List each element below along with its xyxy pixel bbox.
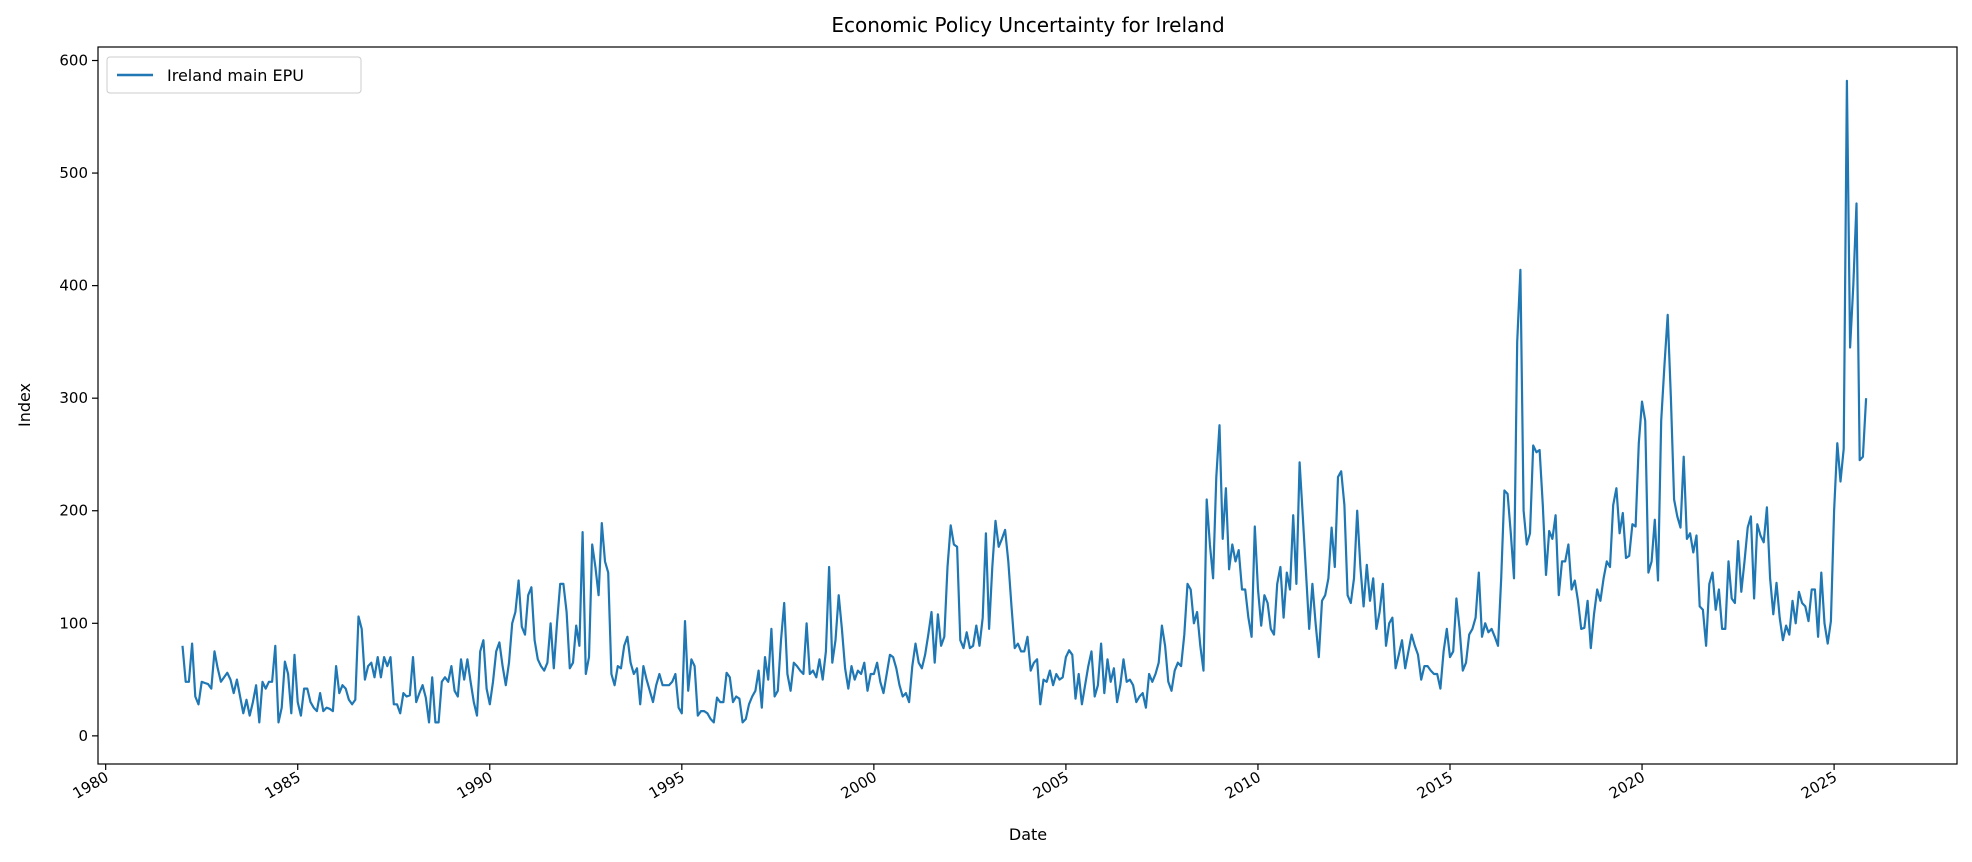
y-tick-label: 500 <box>59 164 88 182</box>
x-tick-label: 2000 <box>838 768 880 803</box>
x-tick-label: 2015 <box>1414 768 1456 803</box>
x-tick-label: 1990 <box>454 768 496 803</box>
x-tick-label: 2010 <box>1222 768 1264 803</box>
y-tick-label: 600 <box>59 52 88 70</box>
x-tick-label: 2005 <box>1030 768 1072 803</box>
x-tick-label: 2020 <box>1606 768 1648 803</box>
x-tick-label: 1980 <box>70 768 112 803</box>
x-axis-label: Date <box>1009 825 1047 844</box>
legend-box <box>106 56 362 94</box>
y-tick-label: 400 <box>59 277 88 295</box>
y-tick-label: 300 <box>59 389 88 407</box>
series-line-ireland-main-epu <box>181 79 1868 724</box>
legend-label: Ireland main EPU <box>167 66 304 85</box>
y-tick-label: 100 <box>59 614 88 632</box>
y-tick-label: 200 <box>59 502 88 520</box>
x-tick-label: 2025 <box>1798 768 1840 803</box>
y-axis: 0 100 200 300 400 500 600 <box>59 52 98 745</box>
x-axis: 1980 1985 1990 1995 2000 2005 2010 2015 2020 2025 <box>70 764 1840 803</box>
x-tick-label: 1985 <box>262 768 304 803</box>
axes-frame <box>97 46 1958 765</box>
plot-area <box>181 79 1868 724</box>
y-tick-label: 0 <box>78 727 88 745</box>
y-axis-label: Index <box>15 383 34 427</box>
x-tick-label: 1995 <box>646 768 688 803</box>
chart-title: Economic Policy Uncertainty for Ireland <box>831 13 1224 37</box>
legend: Ireland main EPU <box>106 56 362 94</box>
